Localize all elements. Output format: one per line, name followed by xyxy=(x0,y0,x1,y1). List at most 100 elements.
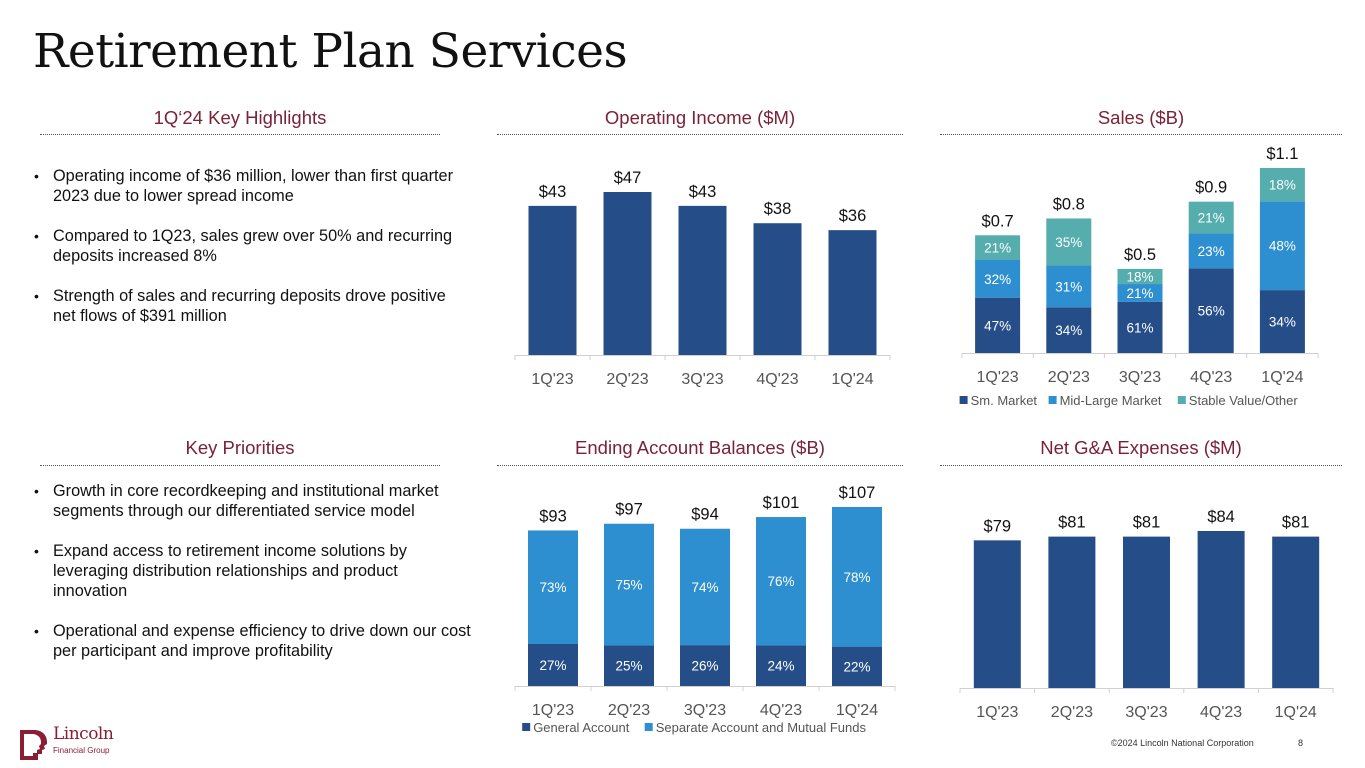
bar xyxy=(1272,536,1320,688)
segment-label: 73% xyxy=(539,580,566,595)
bar xyxy=(603,192,652,355)
bar-segment xyxy=(1188,233,1234,269)
total-label: $0.8 xyxy=(1053,195,1085,213)
bar-segment xyxy=(1259,168,1305,202)
x-tick-label: 2Q'23 xyxy=(1051,704,1093,721)
net-ga-heading: Net G&A Expenses ($M) xyxy=(1040,437,1242,458)
bar xyxy=(678,205,727,355)
x-tick-label: 1Q'24 xyxy=(836,702,878,719)
highlight-bullet: Compared to 1Q23, sales grew over 50% an… xyxy=(34,226,464,266)
bar-segment xyxy=(832,507,882,647)
page-title: Retirement Plan Services xyxy=(33,24,628,79)
priority-bullet: Expand access to retirement income solut… xyxy=(34,541,474,601)
bar-segment xyxy=(1188,268,1234,353)
segment-label: 61% xyxy=(1126,320,1153,335)
bar-segment xyxy=(1117,268,1163,285)
segment-label: 32% xyxy=(984,272,1011,287)
total-label: $101 xyxy=(763,494,800,512)
segment-label: 75% xyxy=(615,578,642,593)
bar-segment xyxy=(975,297,1021,353)
x-tick-label: 4Q'23 xyxy=(1190,369,1232,386)
segment-label: 35% xyxy=(1055,235,1082,250)
bar-segment xyxy=(604,645,654,686)
bar xyxy=(1123,536,1170,688)
total-label: $0.5 xyxy=(1124,246,1156,264)
segment-label: 76% xyxy=(767,574,794,589)
highlight-bullet: Operating income of $36 million, lower t… xyxy=(34,166,464,206)
legend-label: General Account xyxy=(533,720,630,735)
data-label: $47 xyxy=(614,169,642,187)
total-label: $107 xyxy=(839,484,876,502)
data-label: $36 xyxy=(839,207,867,225)
bar-segment xyxy=(1188,201,1234,234)
x-tick-label: 2Q'23 xyxy=(1048,369,1090,386)
data-label: $84 xyxy=(1207,508,1235,526)
priorities-heading: Key Priorities xyxy=(185,437,295,458)
segment-label: 18% xyxy=(1126,269,1153,284)
priorities-list: Growth in core recordkeeping and institu… xyxy=(34,481,474,681)
operating-income-heading: Operating Income ($M) xyxy=(604,107,796,128)
page-number: 8 xyxy=(1298,738,1304,748)
data-label: $81 xyxy=(1058,514,1086,532)
x-tick-label: 3Q'23 xyxy=(681,371,723,388)
segment-label: 74% xyxy=(691,580,718,595)
bar-segment xyxy=(1117,301,1163,353)
segment-label: 18% xyxy=(1269,178,1296,193)
bar-segment xyxy=(832,646,882,686)
segment-label: 56% xyxy=(1198,304,1225,319)
x-tick-label: 4Q'23 xyxy=(756,371,798,388)
ending-balances-chart: 27% 73% $93 1Q'23 25% 75% $97 2Q'23 26% 74% $94 3Q'… xyxy=(514,484,896,735)
x-tick-label: 3Q'23 xyxy=(1125,704,1167,721)
segment-label: 34% xyxy=(1055,323,1082,338)
highlight-bullet: Strength of sales and recurring deposits… xyxy=(34,286,464,326)
total-label: $1.1 xyxy=(1266,145,1298,163)
net-ga-expenses-chart: $79 1Q'23 $81 2Q'23 $81 3Q'23 $84 4Q'23 $81 1Q'24 xyxy=(959,508,1334,721)
copyright-text: ©2024 Lincoln National Corporation xyxy=(1111,738,1254,748)
total-label: $94 xyxy=(691,506,719,524)
bar xyxy=(828,230,877,355)
x-tick-label: 2Q'23 xyxy=(608,702,650,719)
priority-bullet: Growth in core recordkeeping and institu… xyxy=(34,481,474,521)
bar xyxy=(1048,536,1096,688)
x-tick-label: 1Q'23 xyxy=(976,704,1018,721)
operating-income-chart: $43 1Q'23 $47 2Q'23 $43 3Q'23 $38 4Q'23 $36 1Q'24 xyxy=(514,169,891,388)
legend: Sm. Market Mid-Large Market Stable Value/O… xyxy=(959,393,1298,408)
bar-segment xyxy=(680,645,730,686)
data-label: $81 xyxy=(1133,514,1161,532)
sales-chart: 47% 32% 21% $0.7 1Q'23 34% 31% 35% $0.8 2Q'23 61% 2… xyxy=(959,145,1319,408)
total-label: $93 xyxy=(539,507,567,525)
bar-segment xyxy=(604,523,654,646)
legend-label: Mid-Large Market xyxy=(1060,393,1162,408)
x-tick-label: 3Q'23 xyxy=(1119,369,1161,386)
data-label: $43 xyxy=(539,183,567,201)
bar-segment xyxy=(1117,284,1163,302)
logo-subtitle: Financial Group xyxy=(53,746,110,755)
legend-swatch xyxy=(959,396,968,404)
bar-segment xyxy=(528,643,578,686)
highlights-heading: 1Q‘24 Key Highlights xyxy=(153,107,327,128)
legend-label: Separate Account and Mutual Funds xyxy=(656,720,867,735)
bar xyxy=(1197,531,1245,688)
bar-segment xyxy=(680,528,730,646)
segment-label: 23% xyxy=(1198,244,1225,259)
data-label: $43 xyxy=(689,183,717,201)
operating-income-divider xyxy=(497,134,903,135)
ending-balances-divider xyxy=(497,465,903,466)
bar-segment xyxy=(1259,290,1305,353)
segment-label: 21% xyxy=(984,241,1011,256)
x-tick-label: 1Q'23 xyxy=(976,369,1018,386)
x-tick-label: 4Q'23 xyxy=(760,702,802,719)
bar-segment xyxy=(975,235,1021,260)
total-label: $97 xyxy=(615,501,643,519)
x-tick-label: 3Q'23 xyxy=(684,702,726,719)
x-tick-label: 1Q'23 xyxy=(532,702,574,719)
segment-label: 31% xyxy=(1055,279,1082,294)
bar-segment xyxy=(1259,201,1305,291)
x-tick-label: 1Q'24 xyxy=(831,371,873,388)
lincoln-logo: Lincoln Financial Group xyxy=(20,724,150,760)
x-tick-label: 2Q'23 xyxy=(606,371,648,388)
bar xyxy=(973,540,1021,688)
x-tick-label: 1Q'24 xyxy=(1275,704,1317,721)
legend: General Account Separate Account and Mutu… xyxy=(522,720,867,735)
